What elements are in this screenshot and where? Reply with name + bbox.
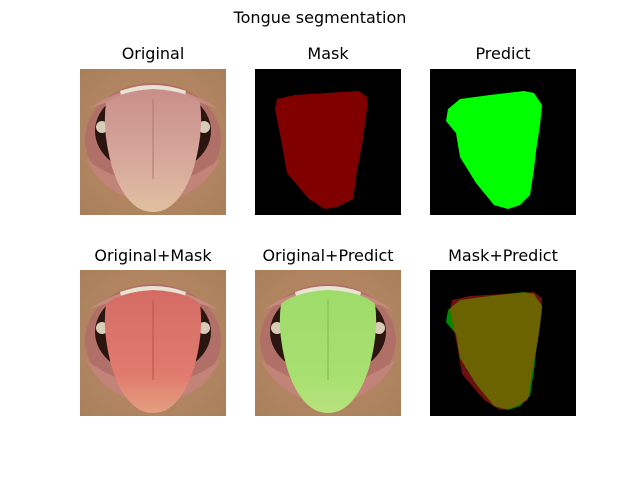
panel-mask-predict	[430, 270, 576, 416]
panel-title-original: Original	[121, 44, 185, 63]
panel-title-mask-predict: Mask+Predict	[448, 246, 558, 265]
panel-title-original-mask: Original+Mask	[94, 246, 212, 265]
panel-predict	[430, 69, 576, 215]
panel-original-mask	[80, 270, 226, 416]
panel-original-predict	[255, 270, 401, 416]
panel-original	[80, 69, 226, 215]
panel-mask	[255, 69, 401, 215]
panel-title-predict: Predict	[475, 44, 531, 63]
panel-title-mask: Mask	[307, 44, 349, 63]
figure-title: Tongue segmentation	[233, 8, 407, 27]
panel-title-original-predict: Original+Predict	[262, 246, 394, 265]
